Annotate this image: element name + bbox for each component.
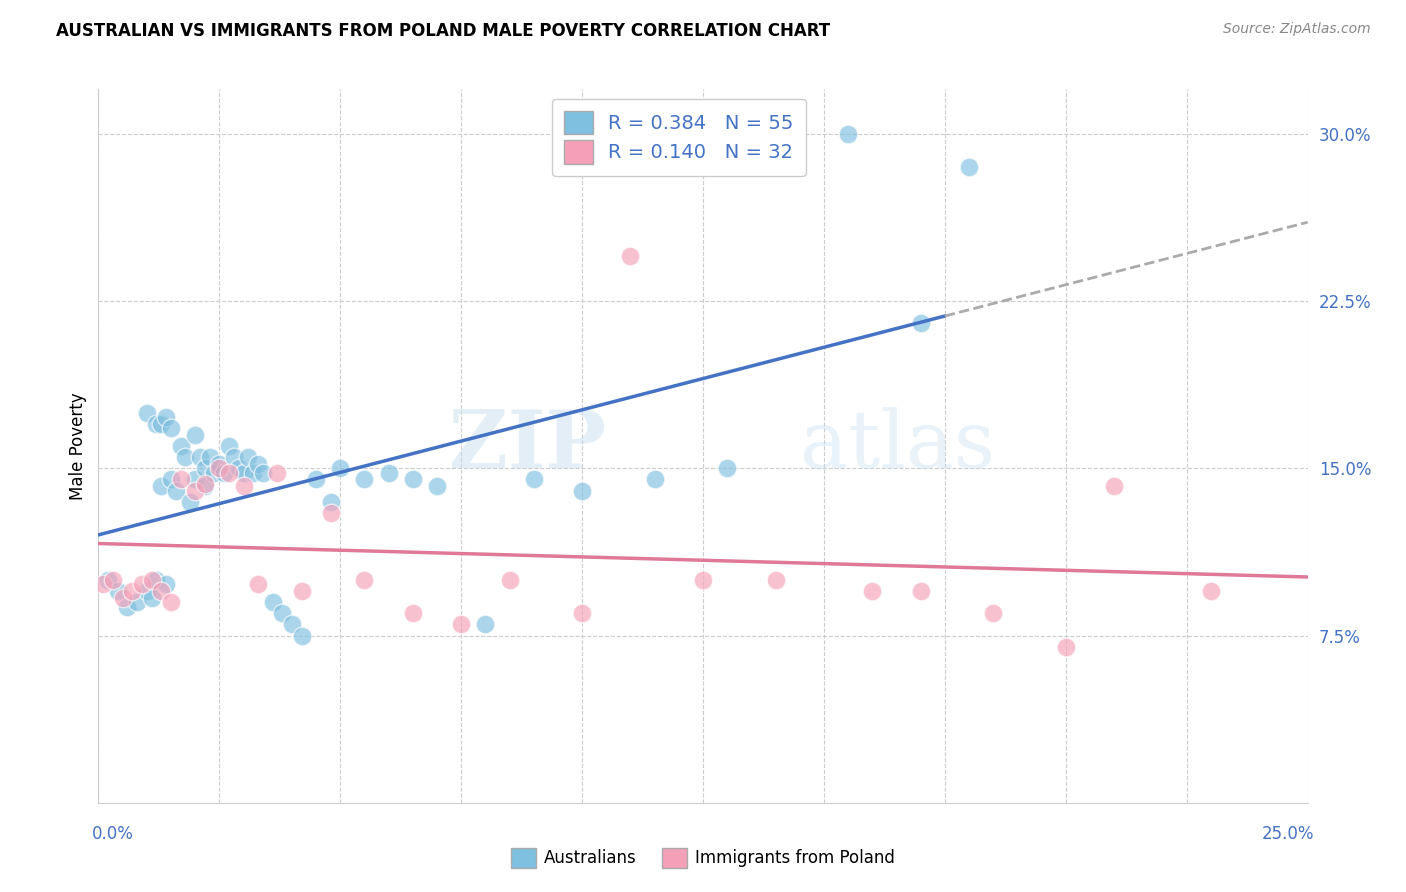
Point — [165, 483, 187, 498]
Point — [169, 473, 191, 487]
Point — [765, 573, 787, 587]
Point — [194, 479, 217, 493]
Point — [117, 599, 139, 614]
Point — [208, 461, 231, 475]
Point — [208, 457, 231, 471]
Point — [174, 450, 197, 464]
Legend: R = 0.384   N = 55, R = 0.140   N = 32: R = 0.384 N = 55, R = 0.140 N = 32 — [553, 99, 806, 176]
Point — [281, 617, 304, 632]
Point — [184, 427, 207, 442]
Text: 25.0%: 25.0% — [1263, 825, 1315, 843]
Point — [1199, 583, 1222, 598]
Point — [97, 573, 120, 587]
Point — [91, 577, 114, 591]
Point — [329, 461, 352, 475]
Point — [571, 607, 593, 621]
Point — [644, 473, 666, 487]
Point — [377, 466, 399, 480]
Point — [319, 494, 342, 508]
Point — [232, 466, 254, 480]
Point — [141, 573, 163, 587]
Point — [450, 617, 472, 632]
Point — [218, 466, 240, 480]
Point — [169, 439, 191, 453]
Point — [127, 595, 149, 609]
Point — [247, 457, 270, 471]
Text: ZIP: ZIP — [450, 407, 606, 485]
Text: atlas: atlas — [800, 407, 995, 485]
Point — [150, 479, 173, 493]
Point — [160, 473, 183, 487]
Point — [111, 591, 134, 605]
Point — [981, 607, 1004, 621]
Point — [242, 466, 264, 480]
Point — [188, 450, 211, 464]
Point — [194, 461, 217, 475]
Point — [860, 583, 883, 598]
Point — [266, 466, 288, 480]
Point — [135, 405, 157, 419]
Point — [155, 409, 177, 424]
Point — [222, 450, 245, 464]
Point — [218, 439, 240, 453]
Point — [619, 249, 641, 264]
Point — [426, 479, 449, 493]
Point — [474, 617, 496, 632]
Y-axis label: Male Poverty: Male Poverty — [69, 392, 87, 500]
Text: 0.0%: 0.0% — [91, 825, 134, 843]
Point — [194, 476, 217, 491]
Point — [135, 583, 157, 598]
Point — [402, 607, 425, 621]
Point — [212, 466, 235, 480]
Point — [716, 461, 738, 475]
Point — [957, 161, 980, 175]
Point — [198, 450, 221, 464]
Point — [145, 417, 167, 431]
Point — [204, 466, 226, 480]
Point — [107, 583, 129, 598]
Point — [319, 506, 342, 520]
Point — [247, 577, 270, 591]
Point — [305, 473, 328, 487]
Point — [121, 583, 143, 598]
Point — [498, 573, 520, 587]
Point — [252, 466, 274, 480]
Point — [228, 461, 250, 475]
Point — [141, 591, 163, 605]
Point — [160, 595, 183, 609]
Point — [523, 473, 546, 487]
Point — [238, 450, 260, 464]
Point — [101, 573, 124, 587]
Point — [910, 583, 932, 598]
Point — [402, 473, 425, 487]
Point — [160, 421, 183, 435]
Point — [571, 483, 593, 498]
Point — [271, 607, 294, 621]
Text: AUSTRALIAN VS IMMIGRANTS FROM POLAND MALE POVERTY CORRELATION CHART: AUSTRALIAN VS IMMIGRANTS FROM POLAND MAL… — [56, 22, 831, 40]
Point — [1054, 640, 1077, 654]
Point — [145, 573, 167, 587]
Point — [692, 573, 714, 587]
Point — [184, 483, 207, 498]
Point — [837, 127, 859, 141]
Point — [290, 583, 312, 598]
Point — [131, 577, 153, 591]
Point — [232, 479, 254, 493]
Point — [179, 494, 201, 508]
Point — [262, 595, 284, 609]
Point — [353, 473, 375, 487]
Legend: Australians, Immigrants from Poland: Australians, Immigrants from Poland — [505, 841, 901, 875]
Point — [910, 316, 932, 330]
Point — [184, 473, 207, 487]
Point — [150, 417, 173, 431]
Point — [353, 573, 375, 587]
Point — [290, 628, 312, 642]
Point — [1102, 479, 1125, 493]
Point — [150, 583, 173, 598]
Text: Source: ZipAtlas.com: Source: ZipAtlas.com — [1223, 22, 1371, 37]
Point — [155, 577, 177, 591]
